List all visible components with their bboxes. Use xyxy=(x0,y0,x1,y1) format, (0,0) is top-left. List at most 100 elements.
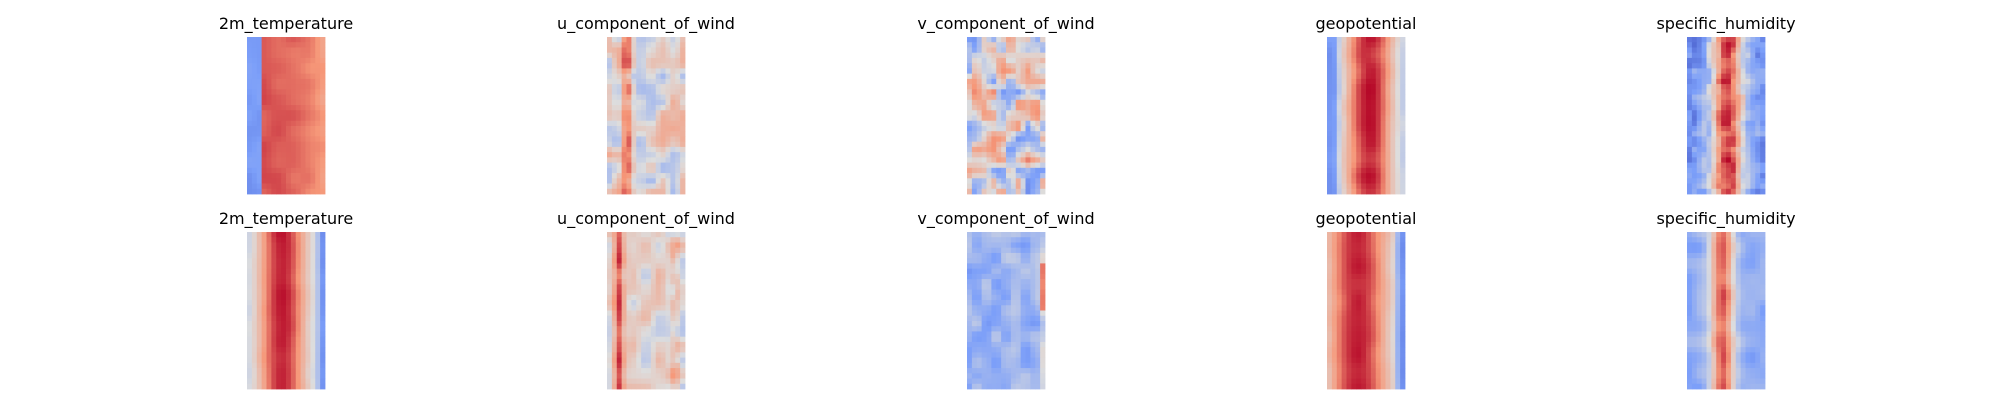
heatmap-cell xyxy=(305,136,311,143)
heatmap-cell xyxy=(1721,84,1727,90)
heatmap-cell xyxy=(1035,94,1041,101)
heatmap-cell xyxy=(1351,268,1357,275)
heatmap-cell xyxy=(286,305,292,311)
heatmap-cell xyxy=(675,357,681,364)
heatmap-cell xyxy=(281,268,287,275)
heatmap-cell xyxy=(1740,73,1746,80)
heatmap-cell xyxy=(1361,94,1367,101)
heatmap-cell xyxy=(1390,178,1396,184)
heatmap-panel: specific_humidity xyxy=(1656,14,1796,195)
heatmap-cell xyxy=(1336,336,1343,343)
heatmap-cell xyxy=(1390,258,1396,264)
heatmap-cell xyxy=(1395,305,1401,311)
heatmap-cell xyxy=(1735,294,1742,301)
heatmap-cell xyxy=(290,373,297,379)
heatmap-cell xyxy=(1711,183,1717,190)
heatmap-cell xyxy=(247,373,253,379)
heatmap-cell xyxy=(305,63,311,69)
heatmap-cell xyxy=(1010,173,1017,179)
heatmap-cell xyxy=(1730,105,1737,111)
heatmap-cell xyxy=(310,373,316,379)
heatmap-cell xyxy=(655,263,662,270)
heatmap-cell xyxy=(680,162,686,169)
heatmap-cell xyxy=(286,232,292,238)
heatmap-cell xyxy=(1375,57,1382,64)
heatmap-cell xyxy=(1745,383,1751,390)
heatmap-cell xyxy=(320,378,326,385)
heatmap-cell xyxy=(1701,326,1707,332)
heatmap-cell xyxy=(286,84,292,90)
heatmap-cell xyxy=(1711,152,1717,158)
heatmap-cell xyxy=(1030,362,1036,369)
heatmap-cell xyxy=(1390,120,1396,127)
heatmap-cell xyxy=(1370,162,1377,169)
heatmap-cell xyxy=(655,331,662,338)
heatmap-cell xyxy=(1015,152,1022,158)
heatmap-cell xyxy=(1745,331,1751,338)
heatmap-cell xyxy=(1361,268,1367,275)
heatmap-cell xyxy=(1745,362,1751,369)
heatmap-cell xyxy=(636,120,642,127)
heatmap-cell xyxy=(1006,341,1012,348)
heatmap-cell xyxy=(266,315,272,322)
heatmap-cell xyxy=(655,63,662,69)
heatmap-cell xyxy=(646,47,652,54)
heatmap-cell xyxy=(1740,188,1746,195)
heatmap-cell xyxy=(1755,120,1761,127)
heatmap-cell xyxy=(626,136,632,143)
heatmap-cell xyxy=(967,141,973,148)
heatmap-cell xyxy=(290,141,297,148)
heatmap-cell xyxy=(1701,252,1707,259)
heatmap-cell xyxy=(1006,305,1012,311)
heatmap-cell xyxy=(295,284,302,290)
heatmap-cell xyxy=(1015,357,1022,364)
heatmap-cell xyxy=(1721,341,1727,348)
heatmap-cell xyxy=(1015,294,1022,301)
heatmap-cell xyxy=(981,178,987,184)
heatmap-cell xyxy=(1327,136,1333,143)
heatmap-cell xyxy=(1030,305,1036,311)
heatmap-cell xyxy=(621,305,627,311)
heatmap-cell xyxy=(650,258,657,264)
heatmap-cell xyxy=(1006,315,1012,322)
heatmap-cell xyxy=(1750,68,1756,75)
heatmap-cell xyxy=(266,178,272,184)
heatmap-cell xyxy=(971,57,978,64)
heatmap-cell xyxy=(1390,136,1396,143)
heatmap-cell xyxy=(320,331,326,338)
heatmap-cell xyxy=(1366,152,1372,158)
heatmap-cell xyxy=(996,357,1002,364)
heatmap-cell xyxy=(1385,37,1391,43)
heatmap-cell xyxy=(1745,237,1751,243)
heatmap-cell xyxy=(1400,99,1406,106)
heatmap-cell xyxy=(1745,305,1751,311)
heatmap-cell xyxy=(981,331,987,338)
heatmap-cell xyxy=(256,242,263,249)
heatmap-cell xyxy=(1356,279,1362,285)
heatmap-cell xyxy=(266,42,272,48)
heatmap-cell xyxy=(646,78,652,85)
heatmap-cell xyxy=(1020,252,1026,259)
heatmap-cell xyxy=(1356,320,1362,327)
heatmap-cell xyxy=(655,357,662,364)
heatmap-cell xyxy=(660,352,666,358)
heatmap-cell xyxy=(1327,52,1333,59)
heatmap-cell xyxy=(1691,68,1698,75)
heatmap-cell xyxy=(1341,247,1347,254)
heatmap-cell xyxy=(305,336,311,343)
heatmap-cell xyxy=(1721,78,1727,85)
heatmap-cell xyxy=(1030,115,1036,122)
heatmap-cell xyxy=(247,78,253,85)
heatmap-cell xyxy=(1006,247,1012,254)
heatmap-cell xyxy=(1390,188,1396,195)
heatmap-cell xyxy=(1696,242,1703,249)
heatmap-cell xyxy=(315,273,321,280)
heatmap-cell xyxy=(641,47,647,54)
heatmap-cell xyxy=(1351,94,1357,101)
heatmap-cell xyxy=(1366,284,1372,290)
heatmap-cell xyxy=(616,99,623,106)
heatmap-cell xyxy=(1336,320,1343,327)
heatmap-cell xyxy=(1351,63,1357,69)
heatmap-cell xyxy=(650,373,657,379)
heatmap-cell xyxy=(1040,110,1046,116)
